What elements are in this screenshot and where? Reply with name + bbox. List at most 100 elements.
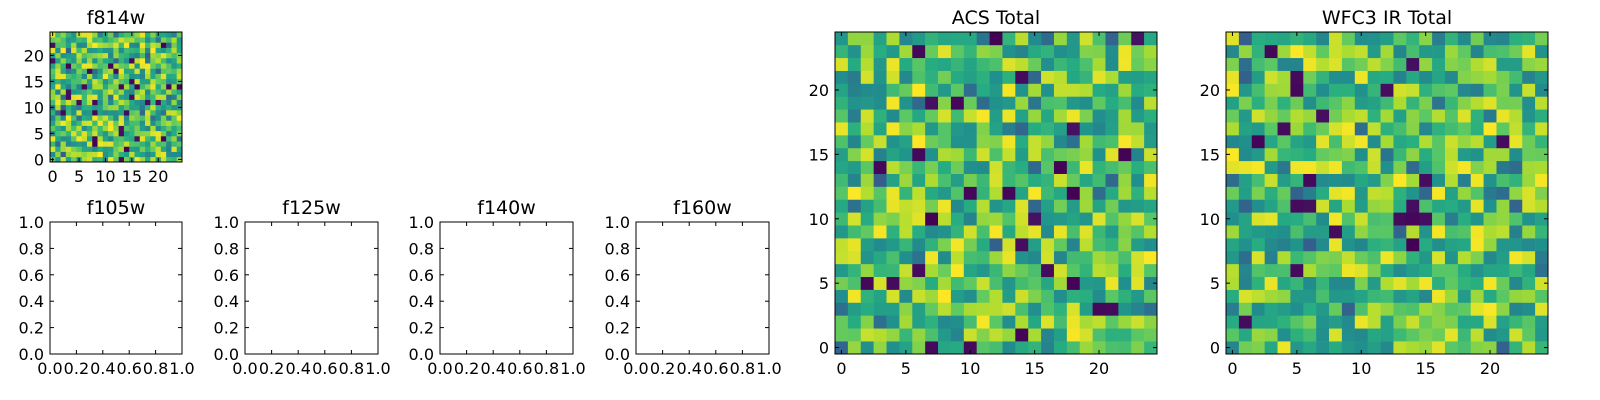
heatmap-cell xyxy=(1406,160,1420,174)
heatmap-cell xyxy=(81,42,88,48)
heatmap-cell xyxy=(1053,289,1068,303)
heatmap-cell xyxy=(938,315,952,329)
panel-title-f140w: f140w xyxy=(477,197,536,219)
heatmap-cell xyxy=(1316,315,1330,329)
heatmap-cell xyxy=(113,32,119,38)
heatmap-cell xyxy=(1354,96,1368,110)
heatmap-cell xyxy=(1131,315,1145,329)
heatmap-cell xyxy=(912,70,926,84)
heatmap-cell xyxy=(1329,250,1343,265)
heatmap-cell xyxy=(1002,276,1016,290)
heatmap-cell xyxy=(912,44,926,59)
heatmap-cell xyxy=(1144,341,1158,355)
heatmap-cell xyxy=(160,110,167,116)
heatmap-cell xyxy=(102,52,109,59)
heatmap-cell xyxy=(1277,32,1291,46)
heatmap-cell xyxy=(76,120,82,126)
heatmap-cell xyxy=(76,151,82,158)
heatmap-cell xyxy=(134,104,141,111)
heatmap-cell xyxy=(886,263,900,278)
heatmap-cell xyxy=(1015,186,1029,200)
heatmap-cell xyxy=(860,135,874,149)
heatmap-cell xyxy=(1316,57,1330,71)
heatmap-cell xyxy=(155,120,162,126)
heatmap-cell xyxy=(134,63,141,69)
heatmap-cell xyxy=(1367,32,1381,46)
heatmap-cell xyxy=(1509,199,1523,213)
heatmap-cell xyxy=(938,199,952,213)
heatmap-cell xyxy=(1380,173,1394,187)
heatmap-cell xyxy=(1406,289,1420,303)
heatmap-cell xyxy=(1079,109,1093,123)
heatmap-cell xyxy=(835,83,849,97)
heatmap-cell xyxy=(1329,122,1343,136)
heatmap-cell xyxy=(1509,122,1523,136)
heatmap-cell xyxy=(1470,250,1484,265)
heatmap-cell xyxy=(1470,328,1484,342)
heatmap-cell xyxy=(1303,238,1317,252)
heatmap-cell xyxy=(123,94,130,100)
heatmap-cell xyxy=(150,120,156,126)
heatmap-cell xyxy=(1105,276,1119,290)
heatmap-cell xyxy=(60,136,67,142)
heatmap-cell xyxy=(873,173,887,187)
heatmap-cell xyxy=(1354,302,1368,316)
heatmap-cell xyxy=(76,94,82,100)
heatmap-cell xyxy=(1079,238,1093,252)
heatmap-cell xyxy=(1457,302,1472,316)
heatmap-cell xyxy=(1393,83,1407,97)
heatmap-cell xyxy=(1002,135,1016,149)
heatmap-cell xyxy=(1002,341,1016,355)
heatmap-cell xyxy=(1354,57,1368,71)
heatmap-cell xyxy=(171,63,178,69)
heatmap-cell xyxy=(950,250,965,265)
heatmap-cell xyxy=(102,104,109,111)
heatmap-cell xyxy=(86,125,93,132)
heatmap-cell xyxy=(76,58,82,64)
heatmap-cell xyxy=(1290,186,1304,200)
heatmap-cell xyxy=(145,68,151,74)
heatmap-cell xyxy=(1419,160,1433,174)
heatmap-cell xyxy=(160,130,167,137)
heatmap-cell xyxy=(97,104,104,111)
heatmap-cell xyxy=(1316,135,1330,149)
x-tick-label: 1.0 xyxy=(169,359,194,378)
heatmap-cell xyxy=(155,58,162,64)
heatmap-cell xyxy=(1303,212,1317,226)
heatmap-cell xyxy=(108,52,114,59)
heatmap-cell xyxy=(129,125,135,132)
heatmap-cell xyxy=(1470,44,1484,59)
heatmap-cell xyxy=(50,58,56,64)
heatmap-cell xyxy=(171,89,178,95)
heatmap-cell xyxy=(1238,263,1253,278)
heatmap-cell xyxy=(938,250,952,265)
heatmap-cell xyxy=(160,104,167,111)
heatmap-cell xyxy=(1380,32,1394,46)
heatmap-cell xyxy=(1277,96,1291,110)
heatmap-cell xyxy=(113,52,119,59)
heatmap-cell xyxy=(176,151,183,158)
heatmap-cell xyxy=(1509,302,1523,316)
heatmap-cell xyxy=(873,122,887,136)
heatmap-cell xyxy=(1290,160,1304,174)
heatmap-cell xyxy=(134,84,141,90)
heatmap-cell xyxy=(1444,289,1459,303)
heatmap-cell xyxy=(1144,147,1158,162)
heatmap-cell xyxy=(1053,147,1068,162)
heatmap-cell xyxy=(81,156,88,163)
heatmap-cell xyxy=(155,84,162,90)
heatmap-cell xyxy=(113,89,119,95)
heatmap-cell xyxy=(1341,302,1356,316)
heatmap-cell xyxy=(155,136,162,142)
heatmap-cell xyxy=(1316,212,1330,226)
heatmap-cell xyxy=(1226,44,1240,59)
heatmap-cell xyxy=(1444,122,1459,136)
heatmap-cell xyxy=(912,276,926,290)
heatmap-cell xyxy=(1144,315,1158,329)
heatmap-cell xyxy=(108,146,114,152)
heatmap-cell xyxy=(1496,250,1510,265)
heatmap-cell xyxy=(1457,250,1472,265)
heatmap-cell xyxy=(860,122,874,136)
heatmap-cell xyxy=(860,173,874,187)
heatmap-cell xyxy=(1329,276,1343,290)
